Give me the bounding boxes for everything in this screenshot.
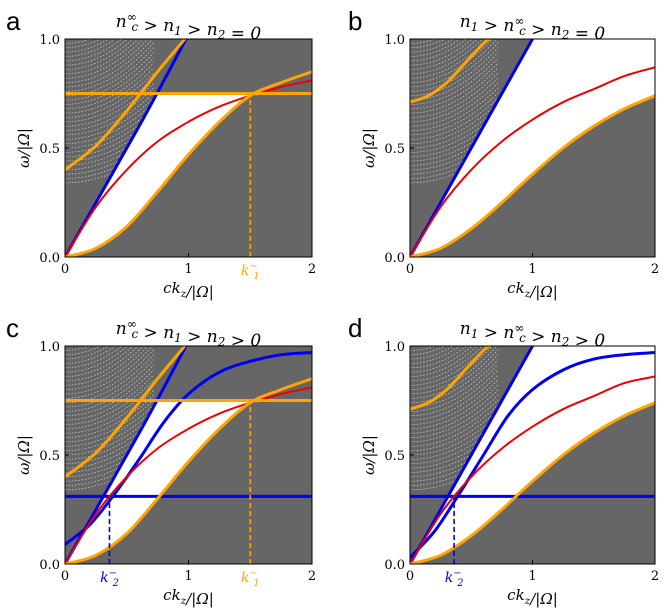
y-tick-label: 0.0 [39,558,60,573]
y-tick-label: 0.5 [39,449,60,464]
y-tick-label: 1.0 [39,340,60,355]
orange-curve-2 [410,94,655,257]
blue-curve-1 [65,351,312,546]
y-tick-label: 1.0 [384,340,405,355]
x-tick-label: 0 [406,569,414,584]
red-curve-1 [410,66,655,257]
x-tick-label: 0 [61,569,69,584]
x-axis-label: ckz/|Ω| [163,586,214,608]
panel-title: n1 > n∞ c > n2 > 0 [460,319,606,351]
orange-curve-2 [65,70,312,257]
x-tick-label: 0 [406,262,414,277]
orange-curve-5 [410,346,492,411]
y-tick-label: 0.0 [39,251,60,266]
panel-d: 0 1 2 0.0 0.5 1.0 ckz/|Ω| ω/|Ω| n1 > n∞ c > n2 > … [348,313,659,608]
y-tick-label: 0.0 [384,251,405,266]
red-curve-3 [410,375,655,564]
panel-title: n∞ c > n1 > n2 > 0 [116,317,262,351]
y-tick-label: 0.5 [39,142,60,157]
x-tick-label: 2 [308,569,316,584]
k-label: k− 1 [241,568,260,589]
x-axis-label: ckz/|Ω| [507,586,558,608]
y-axis-label: ω/|Ω| [360,128,378,168]
orange-curve-4 [410,401,655,564]
red-curve-3 [65,386,312,564]
x-tick-label: 1 [528,262,536,277]
y-tick-label: 0.0 [384,558,405,573]
y-axis-label: ω/|Ω| [15,435,33,475]
x-tick-label: 0 [61,262,69,277]
panel-letter: b [348,6,362,36]
orange-curve-3 [65,39,187,172]
k-label: k− 2 [100,568,119,589]
y-tick-label: 0.5 [384,142,405,157]
blue-curve-0 [410,346,534,564]
x-tick-label: 1 [528,569,536,584]
gap-region [65,93,312,257]
x-axis-label: ckz/|Ω| [163,279,214,301]
panel-title: n∞ c > n1 > n2 = 0 [116,10,262,44]
gap-region [410,39,655,257]
gap-region [410,346,655,564]
red-curve-1 [65,79,312,257]
panel-letter: c [6,313,19,343]
panel-c: 0 1 2 0.0 0.5 1.0 ckz/|Ω| ω/|Ω| n∞ c > n1 > n2 > … [6,313,316,608]
x-axis-label: ckz/|Ω| [507,279,558,301]
blue-curve-0 [410,39,534,257]
orange-curve-5 [65,346,187,479]
gap-region [65,400,312,564]
y-tick-label: 1.0 [384,33,405,48]
y-axis-label: ω/|Ω| [360,435,378,475]
x-tick-label: 1 [184,569,192,584]
x-tick-label: 1 [184,262,192,277]
blue-curve-1 [410,351,655,559]
orange-curve-4 [65,377,312,564]
y-tick-label: 0.5 [384,449,405,464]
y-axis-label: ω/|Ω| [15,128,33,168]
panel-letter: d [348,313,362,343]
k-label: k− 1 [241,261,260,282]
orange-curve-3 [410,39,492,104]
x-tick-label: 2 [308,262,316,277]
panel-b: 0 1 2 0.0 0.5 1.0 ckz/|Ω| ω/|Ω| n1 > n∞ c > n2 = … [348,6,659,301]
x-tick-label: 2 [651,569,659,584]
x-tick-label: 2 [651,262,659,277]
y-tick-label: 1.0 [39,33,60,48]
panel-letter: a [6,6,21,36]
panel-title: n1 > n∞ c > n2 = 0 [460,12,606,44]
panel-a: 0 1 2 0.0 0.5 1.0 ckz/|Ω| ω/|Ω| n∞ c > n1 > n2 = … [6,6,316,301]
k-label: k− 2 [445,568,464,589]
